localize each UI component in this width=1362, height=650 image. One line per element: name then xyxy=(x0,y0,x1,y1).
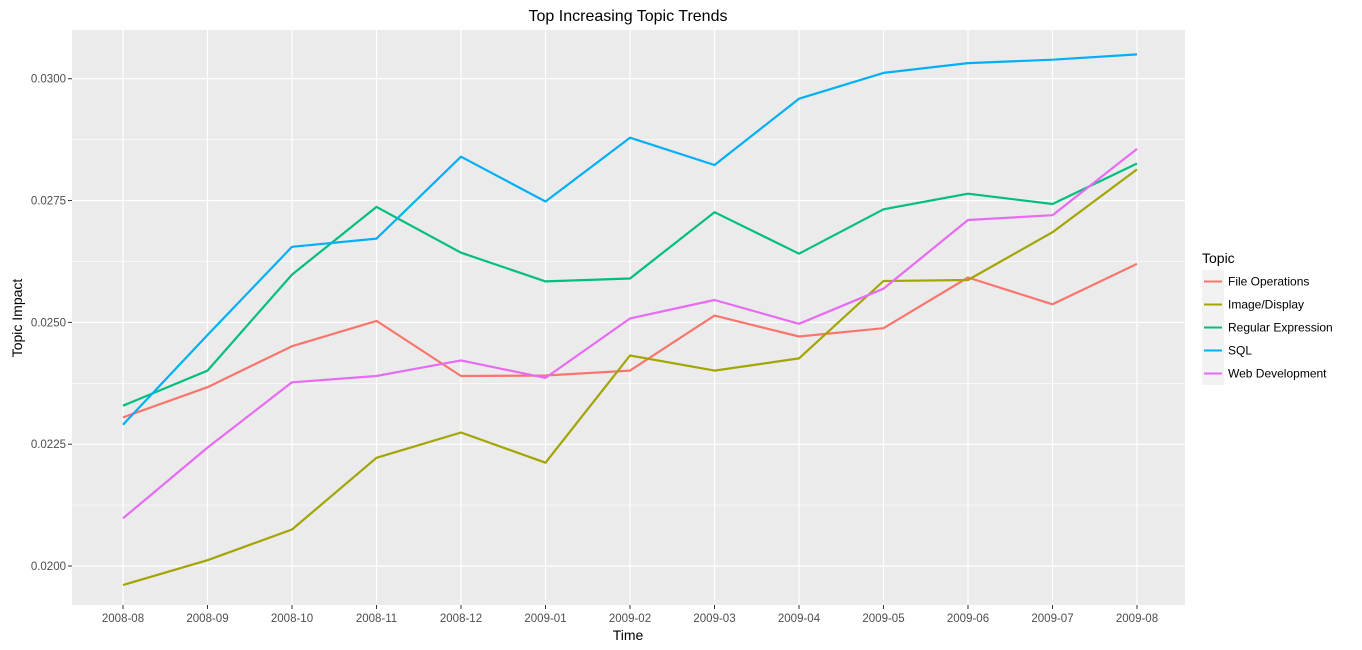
series-line xyxy=(122,148,1138,520)
x-tick-label: 2008-12 xyxy=(440,613,482,625)
y-tick-label: 0.0200 xyxy=(31,561,66,573)
y-tick-label: 0.0300 xyxy=(31,74,66,86)
plot-panel xyxy=(72,30,1185,605)
legend: Topic File Operations Image/Display Regula… xyxy=(1202,250,1333,385)
y-axis: 0.0200 0.0225 0.0250 0.0275 0.0300 xyxy=(31,74,72,573)
series-line xyxy=(122,162,1138,407)
x-tick-label: 2008-10 xyxy=(271,613,313,625)
x-axis-title: Time xyxy=(613,627,644,643)
series-lines xyxy=(122,53,1138,587)
chart-title: Top Increasing Topic Trends xyxy=(529,8,728,25)
legend-title: Topic xyxy=(1202,250,1235,266)
legend-label: Web Development xyxy=(1228,367,1327,381)
y-tick-label: 0.0275 xyxy=(31,196,66,208)
y-tick-label: 0.0250 xyxy=(31,317,66,329)
legend-label: File Operations xyxy=(1228,275,1309,289)
x-tick-label: 2009-07 xyxy=(1031,613,1073,625)
x-tick-label: 2009-01 xyxy=(524,613,566,625)
series-line xyxy=(122,168,1138,587)
legend-label: Image/Display xyxy=(1228,298,1304,312)
x-tick-label: 2008-08 xyxy=(102,613,144,625)
x-tick-label: 2008-09 xyxy=(186,613,228,625)
x-tick-label: 2009-08 xyxy=(1116,613,1158,625)
series-line xyxy=(122,53,1138,426)
legend-label: SQL xyxy=(1228,344,1252,358)
series-line xyxy=(122,262,1138,419)
x-tick-label: 2009-06 xyxy=(947,613,989,625)
x-axis: 2008-08 2008-09 2008-10 2008-11 2008-12 2009-… xyxy=(102,605,1158,625)
legend-items: File Operations Image/Display Regular Expr… xyxy=(1202,270,1333,385)
x-tick-label: 2008-11 xyxy=(356,613,397,625)
legend-label: Regular Expression xyxy=(1228,321,1333,335)
x-tick-label: 2009-04 xyxy=(778,613,821,625)
major-gridlines xyxy=(72,30,1185,605)
x-tick-label: 2009-03 xyxy=(693,613,735,625)
y-tick-label: 0.0225 xyxy=(31,439,66,451)
x-tick-label: 2009-02 xyxy=(609,613,651,625)
y-axis-title: Topic Impact xyxy=(9,279,25,358)
x-tick-label: 2009-05 xyxy=(862,613,904,625)
